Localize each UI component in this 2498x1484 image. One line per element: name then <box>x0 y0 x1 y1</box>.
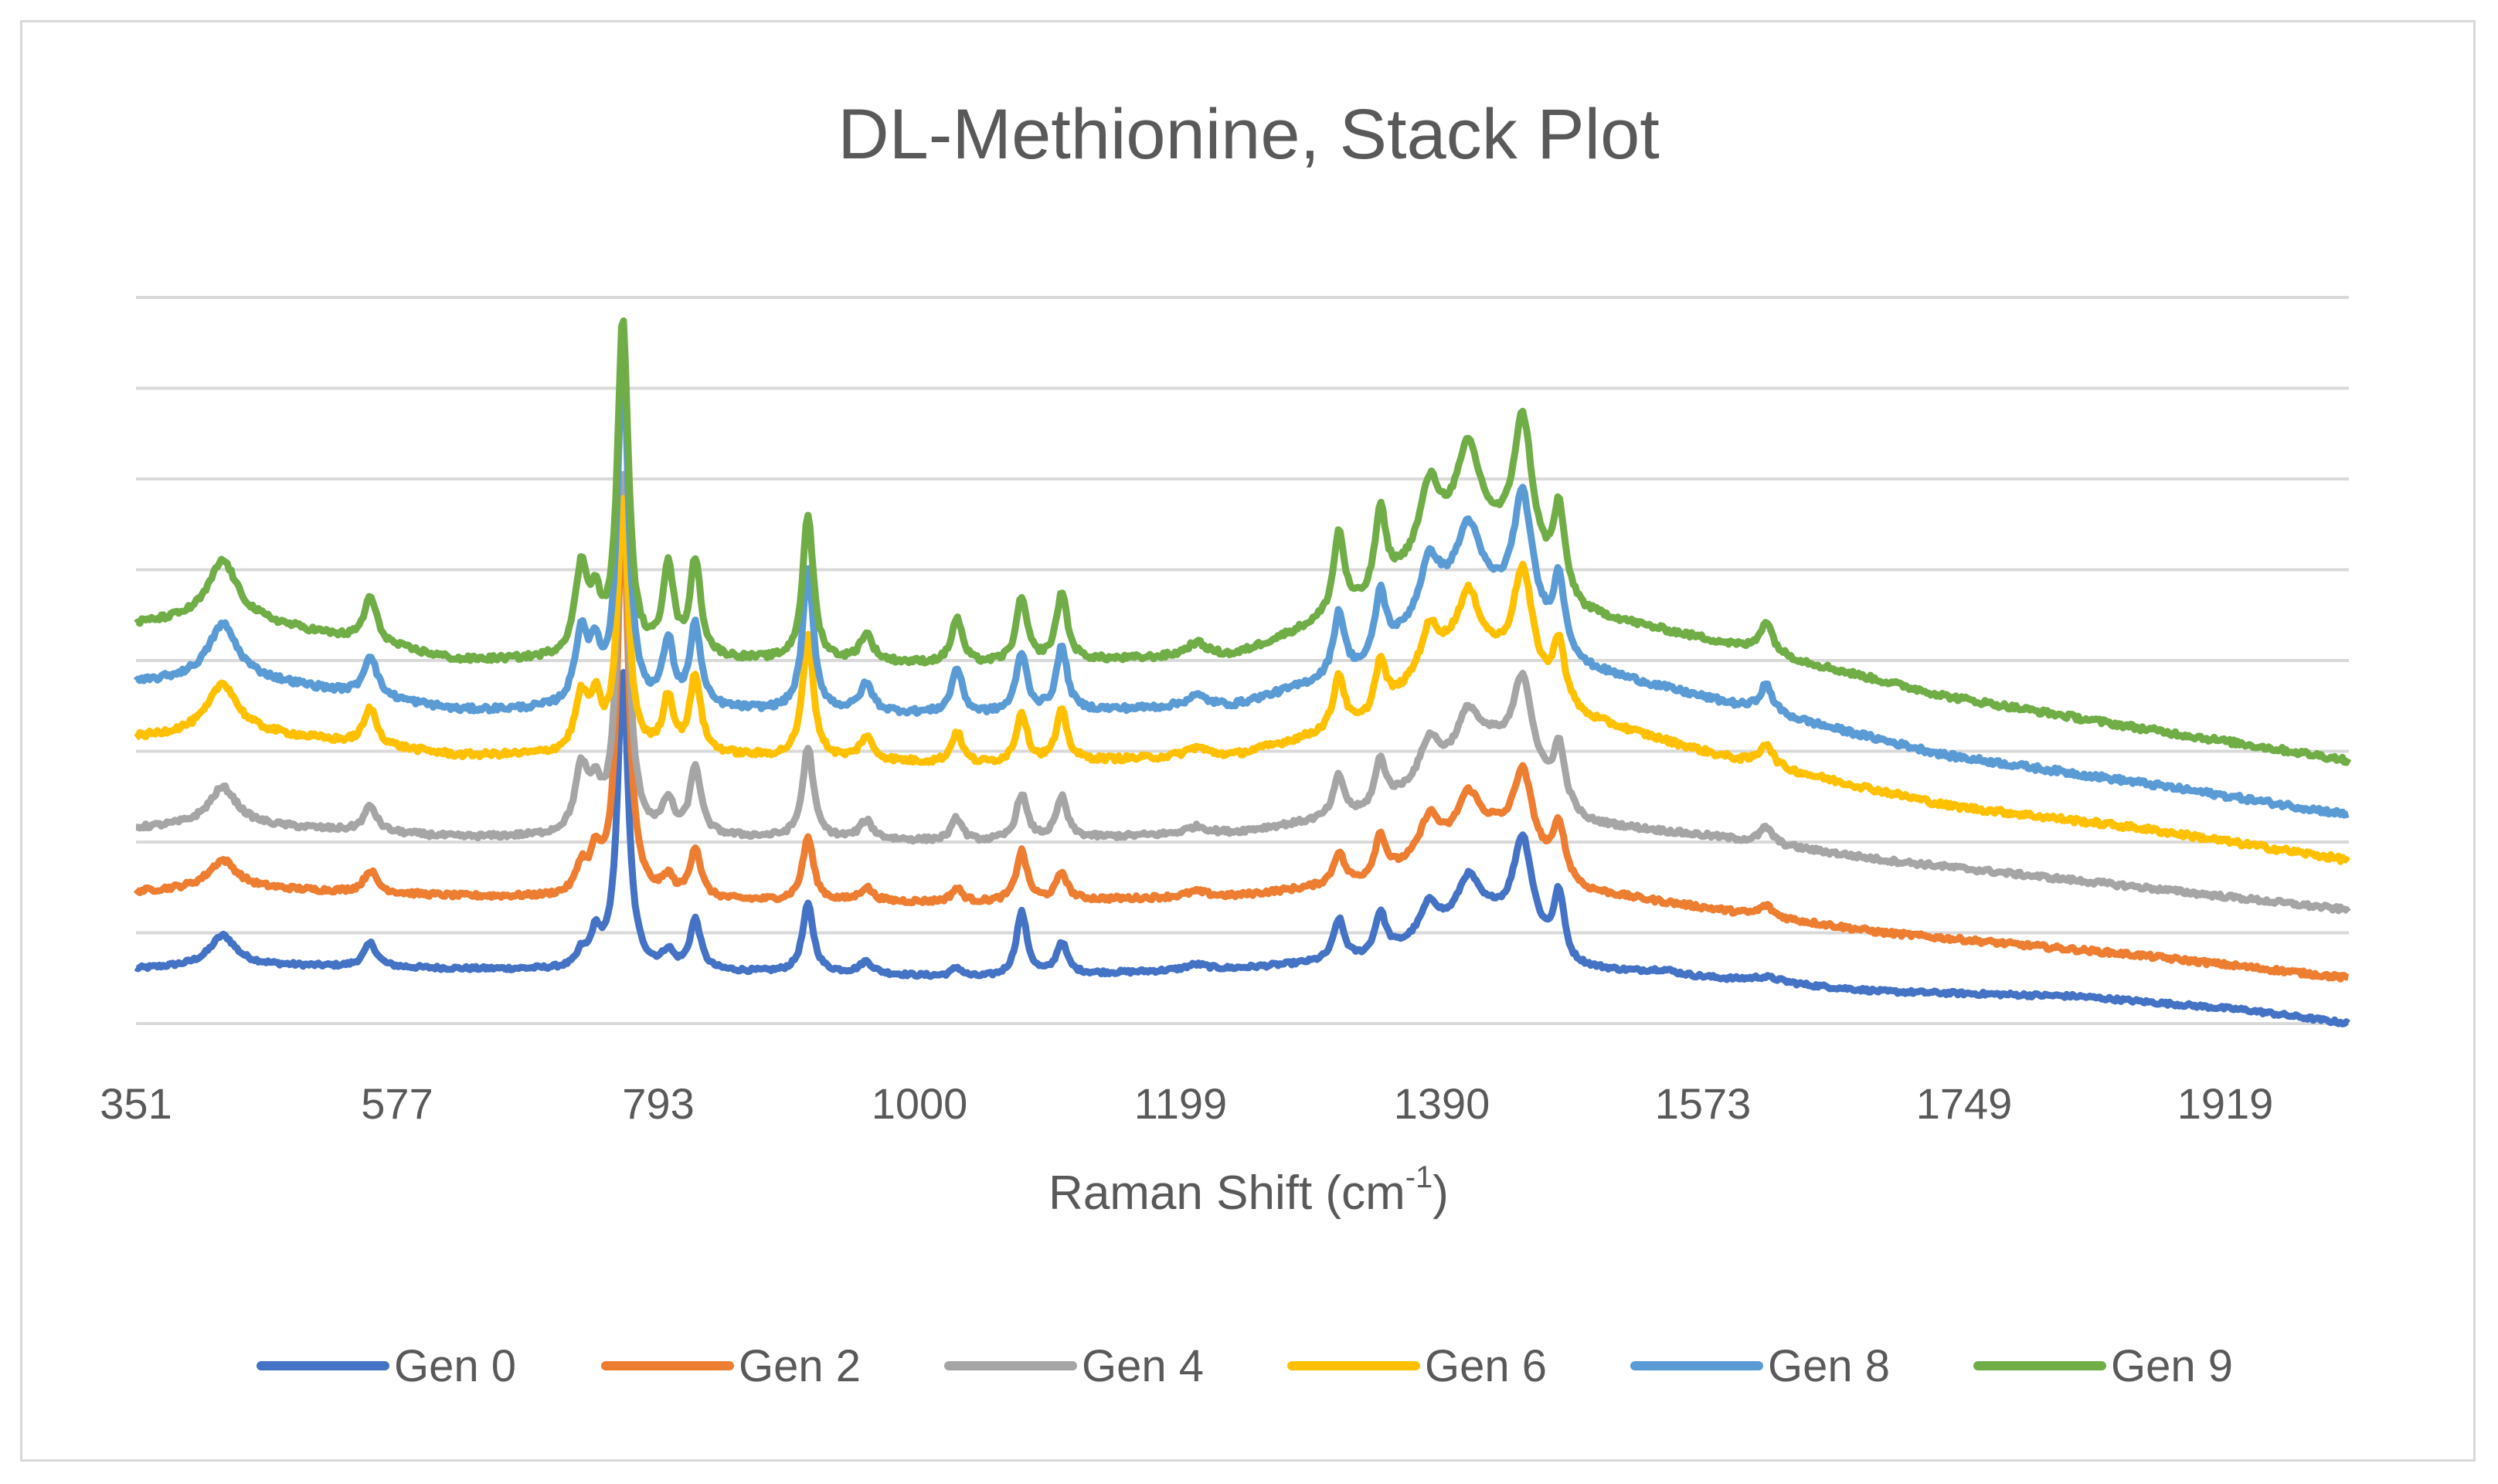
x-tick-labels: 351 577 793 1000 1199 1390 1573 1749 1919 <box>100 1079 2273 1128</box>
series-line-gen-0 <box>134 669 2351 1027</box>
x-tick-label: 1000 <box>872 1079 968 1128</box>
legend-label: Gen 0 <box>394 1341 516 1391</box>
series-line-gen-6 <box>134 494 2351 865</box>
x-axis-label-sup: -1 <box>1405 1160 1433 1194</box>
series-line-gen-9 <box>134 317 2352 766</box>
gridlines <box>136 296 2349 1025</box>
x-axis-label-end: ) <box>1433 1166 1449 1220</box>
x-tick-label: 1573 <box>1655 1079 1752 1128</box>
x-tick-label: 1749 <box>1916 1079 2013 1128</box>
chart-title: DL-Methionine, Stack Plot <box>838 95 1660 174</box>
legend-label: Gen 2 <box>739 1341 861 1391</box>
legend-label: Gen 6 <box>1425 1341 1547 1391</box>
x-tick-label: 1919 <box>2177 1079 2274 1128</box>
legend-label: Gen 8 <box>1768 1341 1890 1391</box>
x-tick-label: 351 <box>100 1079 172 1128</box>
series-line-gen-8 <box>133 349 2350 819</box>
legend-label: Gen 9 <box>2111 1341 2233 1391</box>
series-lines <box>133 317 2352 1027</box>
x-tick-label: 577 <box>361 1079 433 1128</box>
x-axis-label: Raman Shift (cm-1) <box>1048 1160 1449 1220</box>
x-axis-label-main: Raman Shift (cm <box>1048 1166 1405 1220</box>
legend: Gen 0 Gen 2 Gen 4 Gen 6 Gen 8 Gen 9 <box>257 1341 2233 1391</box>
x-tick-label: 1199 <box>1134 1079 1227 1128</box>
x-tick-label: 793 <box>622 1079 694 1128</box>
legend-label: Gen 4 <box>1082 1341 1204 1391</box>
chart-frame <box>20 20 2476 1462</box>
series-line-gen-2 <box>133 496 2350 983</box>
x-tick-label: 1390 <box>1394 1079 1490 1128</box>
series-line-gen-4 <box>134 470 2351 915</box>
